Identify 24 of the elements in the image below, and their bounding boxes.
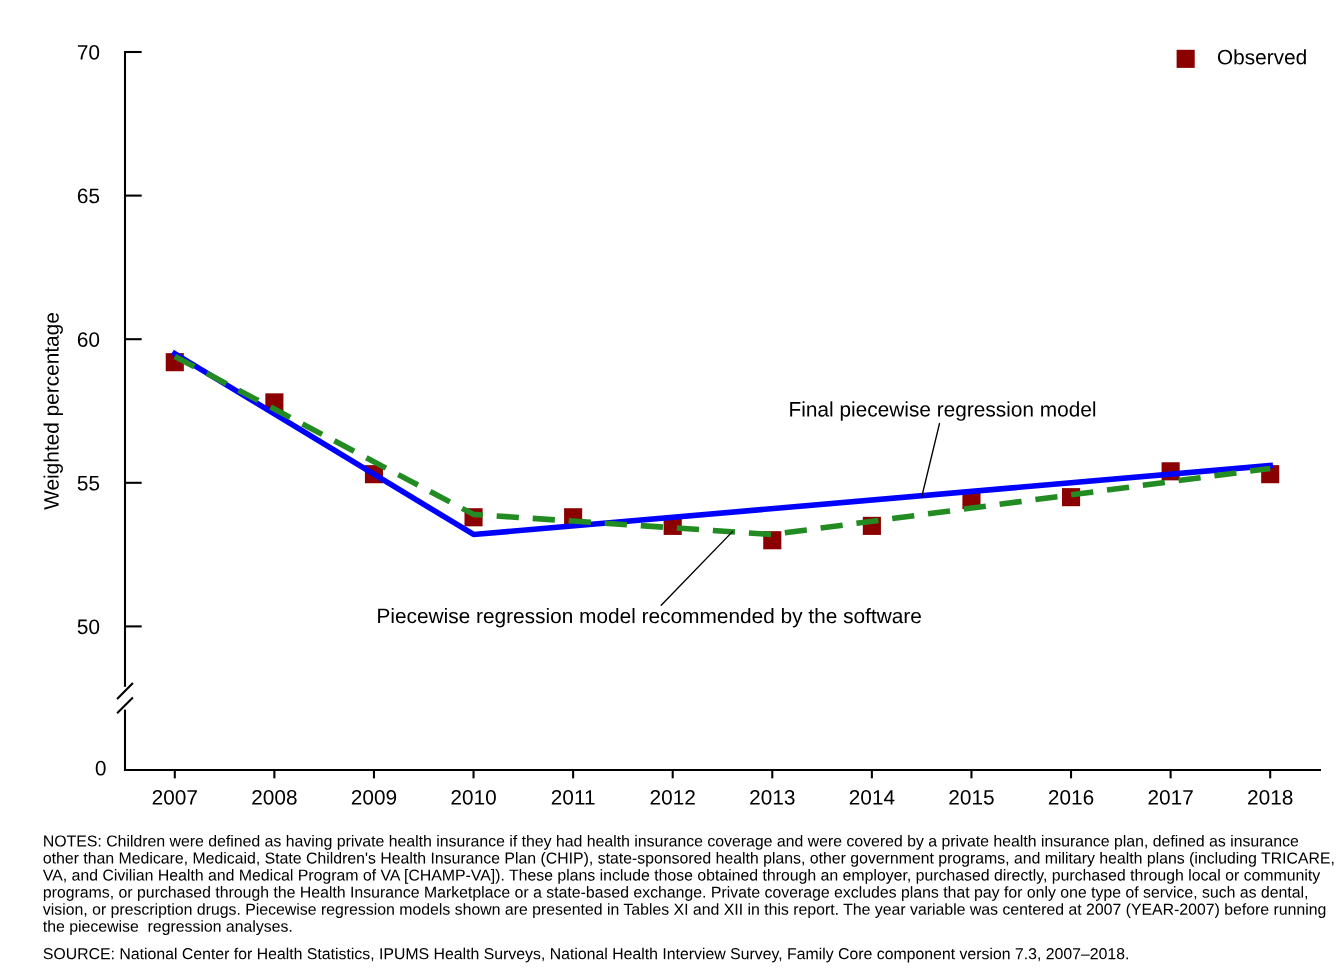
x-tick-label: 2012 xyxy=(650,789,695,805)
y-tick-label: 65 xyxy=(77,188,100,204)
x-tick-label: 2008 xyxy=(252,789,297,805)
y-tick-label: 60 xyxy=(77,332,100,347)
x-tick-label: 2010 xyxy=(451,789,496,805)
legend-label: Observed xyxy=(1217,49,1306,65)
text: NOTES: Children were defined as having private health insurance if they had health insurance coverage and were covered by a private health insurance plan, defined as insurance other than Medicare, Medicaid, State Children's Health Insurance Plan (CHIP), state-sponsored health plans, other government programs, and military health plans (including TRICARE, VA, and Civilian Health and Medical Program of VA [CHAMP-VA]). These plans include those obtained through an employer, purchased directly, purchased through local or community programs, or purchased through the Health Insurance Marketplace or a state-based exchange. Private coverage excludes plans that pay for only one type of service, such as dental, vision, or prescription drugs. Piecewise regression models shown are presented in Tables XI and XII in this report. The year variable was centered at 2007 (YEAR-2007) before running the piecewise regression analyses. xyxy=(42,834,1334,935)
x-tick-label: 2007 xyxy=(152,789,197,805)
y-axis-title: Weighted percentage xyxy=(43,313,63,510)
x-tick-label: 2009 xyxy=(351,789,397,805)
annotation: Final piecewise regression model xyxy=(790,401,1096,421)
x-tick-label: 2013 xyxy=(750,789,795,805)
x-tick-label: 2011 xyxy=(551,789,595,805)
x-tick-label: 2017 xyxy=(1148,789,1193,805)
annotation: Piecewise regression model recommended by the software xyxy=(378,608,921,628)
y-tick-label: 55 xyxy=(77,476,100,491)
x-tick-label: 2018 xyxy=(1248,789,1293,805)
x-tick-label: 2014 xyxy=(849,789,895,805)
source-note: SOURCE: National Center for Health Statistics, IPUMS Health Surveys, National Health Interview Survey, Family Core component version 7.3, 2007–2018. xyxy=(43,947,1128,963)
y-tick-label: 70 xyxy=(77,45,100,60)
x-tick-label: 2015 xyxy=(949,789,994,805)
x-tick-label: 2016 xyxy=(1048,789,1094,805)
text: 0 xyxy=(95,760,106,776)
y-tick-label: 50 xyxy=(77,619,100,635)
